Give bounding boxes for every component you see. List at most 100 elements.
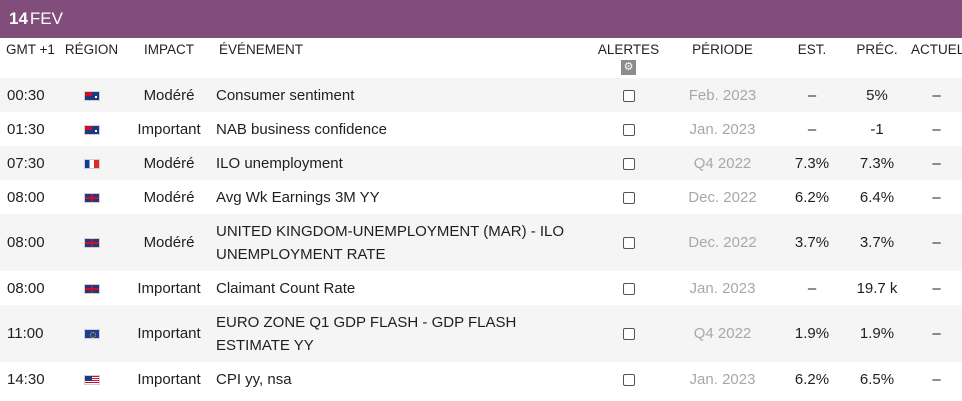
event-name[interactable]: NAB business confidence xyxy=(216,120,387,138)
table-row[interactable]: 14:30 Important CPI yy, nsa Jan. 2023 6.… xyxy=(0,362,962,396)
event-est: – xyxy=(807,279,817,297)
alert-cell xyxy=(593,271,664,305)
event-prev: -1 xyxy=(870,120,884,138)
event-name[interactable]: UNITED KINGDOM-UNEMPLOYMENT (MAR) - ILO … xyxy=(216,214,593,271)
uk-flag-icon xyxy=(83,283,100,294)
header-alerts: ALERTES ⚙ xyxy=(593,38,664,78)
alert-cell xyxy=(593,180,664,214)
event-name[interactable]: EURO ZONE Q1 GDP FLASH - GDP FLASH ESTIM… xyxy=(216,305,593,362)
event-time: 08:00 xyxy=(7,234,45,251)
header-time[interactable]: GMT +1 xyxy=(6,42,55,57)
region-flag xyxy=(61,271,122,305)
event-period: Dec. 2022 xyxy=(688,188,757,206)
event-actual: – xyxy=(932,370,941,388)
header-impact[interactable]: IMPACT xyxy=(144,42,194,57)
alert-checkbox[interactable] xyxy=(622,373,635,386)
event-name[interactable]: Avg Wk Earnings 3M YY xyxy=(216,188,380,206)
event-name[interactable]: Claimant Count Rate xyxy=(216,279,356,297)
uk-flag-icon xyxy=(83,238,100,249)
event-est: – xyxy=(807,86,817,104)
table-row[interactable]: 08:00 Modéré Avg Wk Earnings 3M YY Dec. … xyxy=(0,180,962,214)
event-impact: Modéré xyxy=(143,86,195,104)
event-period: Q4 2022 xyxy=(693,325,752,342)
region-flag xyxy=(61,362,122,396)
table-row[interactable]: 08:00 Modéré UNITED KINGDOM-UNEMPLOYMENT… xyxy=(0,214,962,271)
table-row[interactable]: 00:30 Modéré Consumer sentiment Feb. 202… xyxy=(0,78,962,112)
event-actual: – xyxy=(932,86,941,104)
event-est: 7.3% xyxy=(794,154,830,172)
economic-calendar-table: GMT +1 RÉGION IMPACT ÉVÉNEMENT ALERTES ⚙… xyxy=(0,38,962,396)
event-prev: 3.7% xyxy=(859,234,895,251)
event-period: Jan. 2023 xyxy=(689,279,756,297)
event-actual: – xyxy=(932,234,941,251)
event-est: 1.9% xyxy=(794,325,830,342)
event-actual: – xyxy=(932,154,941,172)
event-est: 6.2% xyxy=(794,188,830,206)
alert-cell xyxy=(593,146,664,180)
event-name-line: ESTIMATE YY xyxy=(216,336,314,354)
event-prev: 7.3% xyxy=(859,154,895,172)
event-prev: 5% xyxy=(866,86,888,104)
event-impact: Important xyxy=(137,120,201,138)
event-name[interactable]: Consumer sentiment xyxy=(216,86,355,104)
event-prev: 1.9% xyxy=(859,325,895,342)
usa-flag-icon xyxy=(83,374,100,385)
alert-checkbox[interactable] xyxy=(622,89,635,102)
alert-checkbox[interactable] xyxy=(622,328,635,341)
event-period: Jan. 2023 xyxy=(689,370,756,388)
alert-checkbox[interactable] xyxy=(622,123,635,136)
alert-cell xyxy=(593,362,664,396)
header-alerts-label: ALERTES xyxy=(597,42,660,57)
header-actual[interactable]: ACTUEL xyxy=(911,42,962,57)
event-actual: – xyxy=(932,279,941,297)
header-event[interactable]: ÉVÉNEMENT xyxy=(219,42,304,57)
date-bar: 14 FEV xyxy=(0,0,962,38)
table-row[interactable]: 08:00 Important Claimant Count Rate Jan.… xyxy=(0,271,962,305)
event-impact: Modéré xyxy=(143,234,195,251)
event-name-line: UNEMPLOYMENT RATE xyxy=(216,245,386,263)
alert-checkbox[interactable] xyxy=(622,237,635,250)
event-est: 3.7% xyxy=(794,234,830,251)
event-period: Jan. 2023 xyxy=(689,120,756,138)
header-region[interactable]: RÉGION xyxy=(64,42,119,57)
header-period[interactable]: PÉRIODE xyxy=(692,42,753,57)
region-flag xyxy=(61,214,122,271)
event-name[interactable]: ILO unemployment xyxy=(216,154,343,172)
region-flag xyxy=(61,180,122,214)
alert-checkbox[interactable] xyxy=(622,282,635,295)
header-prev[interactable]: PRÉC. xyxy=(856,42,898,57)
australia-flag-icon xyxy=(83,124,100,135)
event-time: 08:00 xyxy=(7,188,45,206)
event-impact: Important xyxy=(137,279,201,297)
region-flag xyxy=(61,112,122,146)
event-period: Feb. 2023 xyxy=(688,86,757,104)
gear-icon[interactable]: ⚙ xyxy=(621,60,636,75)
event-time: 07:30 xyxy=(7,154,45,172)
event-time: 11:00 xyxy=(7,325,44,342)
date-day: 14 xyxy=(9,9,28,28)
event-prev: 6.4% xyxy=(859,188,895,206)
event-name[interactable]: CPI yy, nsa xyxy=(216,370,292,388)
event-time: 08:00 xyxy=(7,279,45,297)
alert-cell xyxy=(593,112,664,146)
table-row[interactable]: 11:00 Important EURO ZONE Q1 GDP FLASH -… xyxy=(0,305,962,362)
table-row[interactable]: 01:30 Important NAB business confidence … xyxy=(0,112,962,146)
france-flag-icon xyxy=(83,158,100,169)
event-impact: Modéré xyxy=(143,188,195,206)
alert-checkbox[interactable] xyxy=(622,157,635,170)
header-est[interactable]: EST. xyxy=(797,42,827,57)
event-impact: Important xyxy=(137,370,201,388)
event-est: 6.2% xyxy=(794,370,830,388)
event-time: 01:30 xyxy=(7,120,45,138)
table-row[interactable]: 07:30 Modéré ILO unemployment Q4 2022 7.… xyxy=(0,146,962,180)
event-time: 00:30 xyxy=(7,86,45,104)
event-period: Q4 2022 xyxy=(693,154,752,172)
australia-flag-icon xyxy=(83,90,100,101)
alert-cell xyxy=(593,305,664,362)
event-impact: Modéré xyxy=(143,154,195,172)
event-name-line: EURO ZONE Q1 GDP FLASH - GDP FLASH xyxy=(216,313,517,331)
alert-checkbox[interactable] xyxy=(622,191,635,204)
region-flag xyxy=(61,305,122,362)
table-header: GMT +1 RÉGION IMPACT ÉVÉNEMENT ALERTES ⚙… xyxy=(0,38,962,78)
uk-flag-icon xyxy=(83,192,100,203)
